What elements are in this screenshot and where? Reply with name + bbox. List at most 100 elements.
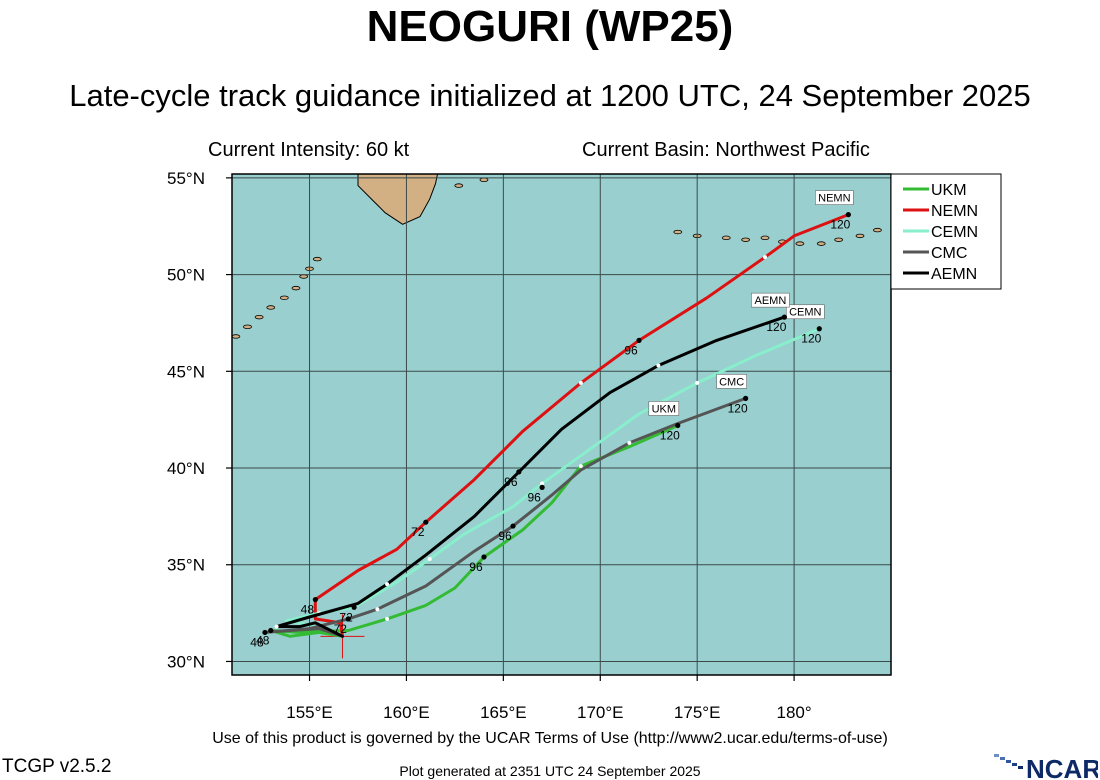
terms-notice: Use of this product is governed by the U… — [212, 730, 888, 747]
x-tick-label: 155°E — [286, 703, 333, 722]
forecast-hour-label: 48 — [301, 603, 315, 617]
track-point-aemn — [385, 582, 390, 587]
x-tick-label: 180° — [777, 703, 812, 722]
model-name-label: CMC — [719, 376, 744, 388]
model-name-label: NEMN — [818, 193, 850, 205]
island — [795, 241, 805, 246]
forecast-hour-label: 72 — [334, 622, 348, 636]
model-name-label: CEMN — [789, 307, 821, 319]
track-point-cemn — [427, 556, 432, 561]
island — [232, 334, 241, 339]
forecast-hour-dot — [481, 554, 487, 560]
island — [741, 237, 751, 242]
track-point-cmc — [375, 607, 380, 612]
forecast-hour-label: 48 — [250, 635, 264, 649]
track-point-ukm — [385, 616, 390, 621]
kamchatka-land — [357, 174, 439, 225]
model-name-label: UKM — [652, 403, 676, 415]
forecast-hour-label: 96 — [498, 529, 512, 543]
track-aemn — [275, 315, 786, 638]
forecast-hour-dot — [423, 519, 429, 525]
y-tick-label: 55°N — [167, 169, 205, 188]
forecast-hour-label: 96 — [469, 560, 483, 574]
forecast-hour-label: 120 — [830, 218, 850, 232]
island — [721, 235, 731, 241]
forecast-hour-dot — [539, 484, 545, 490]
ncar-swoosh-icon — [994, 754, 1023, 769]
version-label: TCGP v2.5.2 — [2, 756, 112, 777]
plot-area-ocean — [232, 174, 891, 675]
legend-label: CEMN — [931, 224, 978, 241]
track-point-aemn — [274, 624, 279, 629]
model-name-box — [648, 401, 680, 416]
y-axis-ticks: 30°N 35°N 40°N 45°N 50°N 55°N — [167, 169, 232, 671]
legend-label: CMC — [931, 245, 967, 262]
model-name-box — [785, 304, 825, 320]
forecast-hour-dot — [351, 604, 357, 610]
island — [873, 227, 882, 233]
y-tick-label: 50°N — [167, 266, 205, 285]
model-name-box — [815, 190, 854, 205]
island — [760, 235, 770, 241]
forecast-hour-dot — [845, 212, 851, 218]
forecast-hour-label: 120 — [801, 332, 821, 346]
track-point-nemn — [763, 255, 768, 260]
model-name-label: AEMN — [755, 295, 787, 307]
track-nemn — [313, 213, 850, 638]
legend-label: UKM — [931, 182, 967, 199]
track-point-aemn — [656, 363, 661, 368]
forecast-hour-label: 120 — [728, 401, 748, 415]
forecast-hour-dot — [345, 616, 351, 622]
track-cemn — [284, 327, 821, 638]
island — [479, 177, 489, 183]
ncar-logo: NCAR — [994, 754, 1098, 780]
forecast-hour-label: 96 — [527, 490, 541, 504]
x-tick-label: 170°E — [577, 703, 624, 722]
island — [673, 229, 683, 235]
page-subtitle: Late-cycle track guidance initialized at… — [69, 78, 1031, 113]
generated-timestamp: Plot generated at 2351 UTC 24 September … — [399, 763, 701, 779]
track-point-cemn — [540, 481, 545, 486]
island — [299, 274, 309, 279]
track-point-cmc — [627, 440, 632, 445]
forecast-hour-dot — [312, 596, 318, 603]
forecast-tracks — [262, 213, 850, 659]
island — [243, 324, 252, 330]
current-intensity: Current Intensity: 60 kt — [208, 139, 410, 161]
forecast-hour-dot — [636, 337, 642, 343]
island — [279, 295, 289, 300]
plot-frame — [231, 173, 892, 676]
island — [254, 314, 264, 320]
ncar-logo-text: NCAR — [1026, 754, 1098, 780]
current-basin: Current Basin: Northwest Pacific — [582, 139, 870, 161]
x-tick-label: 175°E — [674, 703, 721, 722]
page-title: NEOGURI (WP25) — [366, 2, 734, 51]
y-tick-label: 40°N — [167, 459, 205, 478]
forecast-hour-dot — [268, 627, 274, 634]
island — [312, 256, 322, 262]
forecast-hour-label: 96 — [624, 343, 638, 357]
island — [291, 285, 301, 291]
model-name-box — [751, 292, 790, 308]
island — [454, 183, 464, 188]
island — [834, 237, 844, 242]
legend-label: AEMN — [931, 266, 977, 283]
y-tick-label: 30°N — [167, 652, 205, 671]
legend: UKM NEMN CEMN CMC AEMN — [890, 173, 1002, 290]
forecast-hour-dot — [743, 395, 749, 401]
forecast-hour-label: 72 — [411, 525, 425, 539]
forecast-hour-dot — [510, 523, 516, 529]
x-tick-label: 165°E — [480, 703, 527, 722]
forecast-hour-label: 120 — [766, 320, 786, 334]
track-cmc — [263, 396, 748, 638]
land-masses — [232, 174, 882, 339]
y-tick-label: 35°N — [167, 556, 205, 575]
track-point-cemn — [695, 380, 700, 385]
forecast-hour-dot — [675, 422, 681, 429]
forecast-hour-dot — [781, 314, 787, 320]
gridlines — [232, 174, 891, 675]
forecast-hour-label: 120 — [660, 428, 680, 442]
x-axis-ticks: 155°E 160°E 165°E 170°E 175°E 180° — [286, 675, 812, 722]
island — [855, 233, 865, 239]
